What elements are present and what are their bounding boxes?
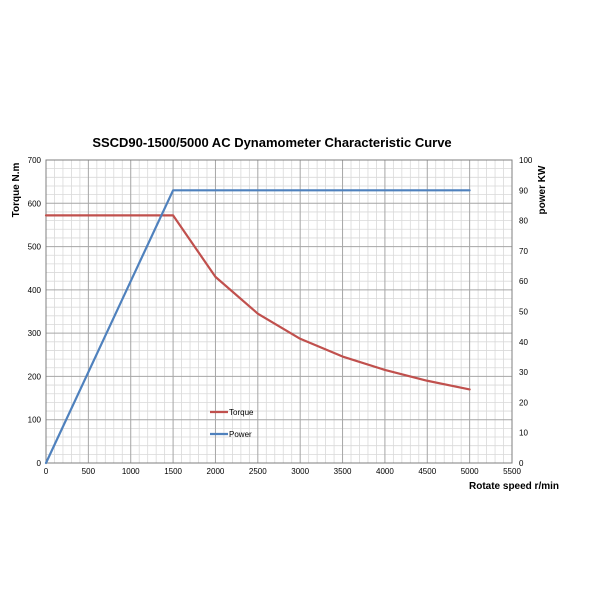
- y-left-tick-labels: 0 100 200 300 400 500 600 700: [28, 156, 42, 468]
- y-right-tick-label: 40: [519, 338, 528, 347]
- y-left-axis-label: Torque N.m: [11, 162, 22, 217]
- x-tick-labels: 0 500 1000 1500 2000 2500 3000 3500 4000 4500 5000…: [44, 467, 522, 476]
- y-left-tick-label: 100: [28, 416, 42, 425]
- y-right-tick-label: 90: [519, 186, 528, 195]
- y-left-tick-label: 0: [37, 459, 42, 468]
- y-right-tick-label: 70: [519, 247, 528, 256]
- y-left-tick-label: 500: [28, 243, 42, 252]
- chart-title: SSCD90-1500/5000 AC Dynamometer Characte…: [92, 135, 451, 150]
- y-left-tick-label: 400: [28, 286, 42, 295]
- series-line-torque: [44, 214, 471, 391]
- y-right-tick-labels: 0 10 20 30 40 50 60 70 80 90 100: [519, 156, 533, 468]
- legend-label-power: Power: [229, 430, 252, 439]
- y-right-tick-label: 80: [519, 217, 528, 226]
- x-tick-label: 500: [82, 467, 96, 476]
- x-tick-label: 2000: [207, 467, 225, 476]
- y-right-tick-label: 30: [519, 368, 528, 377]
- series-lines: [44, 189, 471, 465]
- y-left-tick-label: 300: [28, 329, 42, 338]
- x-tick-label: 1500: [164, 467, 182, 476]
- y-left-tick-label: 700: [28, 156, 42, 165]
- x-axis-label: Rotate speed r/min: [469, 481, 559, 492]
- x-tick-label: 4000: [376, 467, 394, 476]
- plot-area-border: [45, 159, 513, 464]
- y-left-tick-label: 200: [28, 372, 42, 381]
- y-right-tick-label: 20: [519, 398, 528, 407]
- y-right-tick-label: 0: [519, 459, 524, 468]
- x-tick-label: 3500: [334, 467, 352, 476]
- y-right-axis-label: power KW: [537, 165, 548, 214]
- y-right-tick-label: 10: [519, 429, 528, 438]
- x-tick-label: 3000: [291, 467, 309, 476]
- legend-label-torque: Torque: [229, 408, 254, 417]
- y-right-tick-label: 100: [519, 156, 533, 165]
- x-tick-label: 1000: [122, 467, 140, 476]
- y-left-tick-label: 600: [28, 199, 42, 208]
- y-right-tick-label: 50: [519, 308, 528, 317]
- legend: Torque Power: [210, 408, 254, 439]
- x-tick-label: 4500: [418, 467, 436, 476]
- x-tick-label: 2500: [249, 467, 267, 476]
- series-line-power: [44, 189, 471, 465]
- x-tick-label: 5000: [461, 467, 479, 476]
- x-tick-label: 5500: [503, 467, 521, 476]
- x-tick-label: 0: [44, 467, 49, 476]
- y-right-tick-label: 60: [519, 277, 528, 286]
